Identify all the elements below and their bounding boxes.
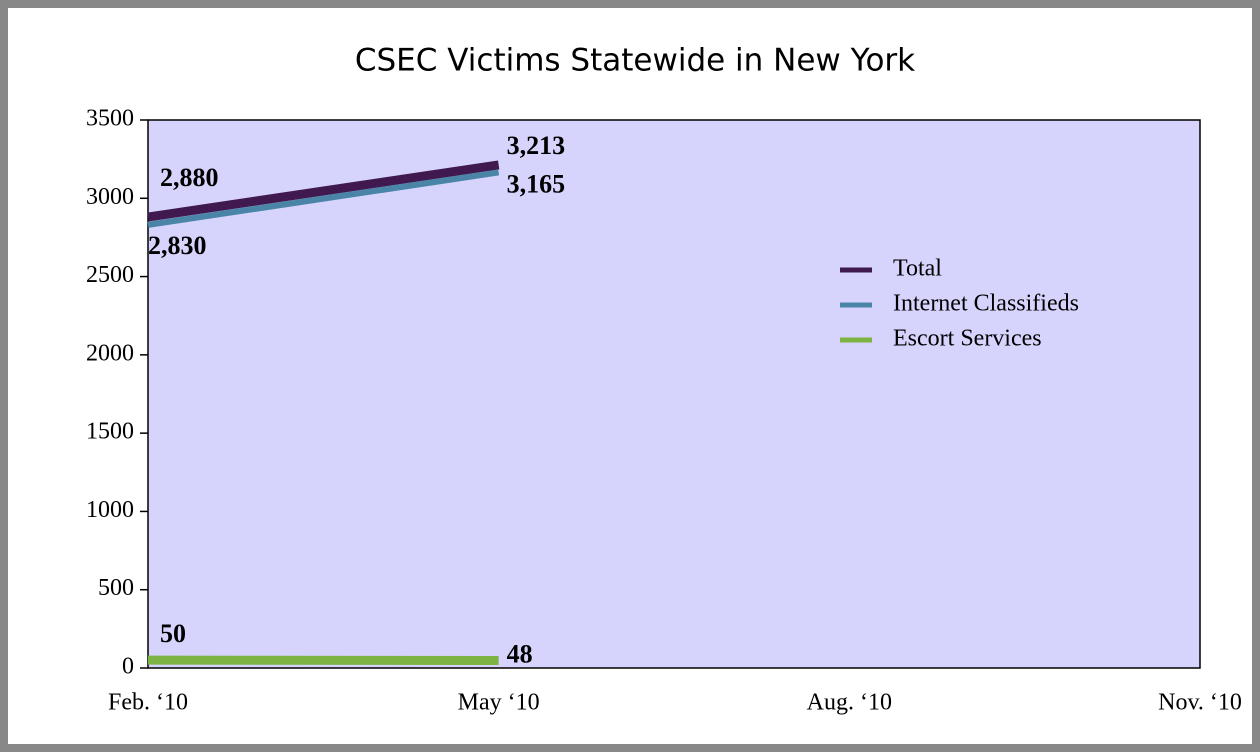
y-tick-label: 500 — [98, 575, 134, 601]
legend-label: Escort Services — [893, 326, 1042, 352]
series-line — [147, 160, 500, 222]
data-label: 3,165 — [507, 169, 565, 198]
y-tick-label: 3000 — [86, 184, 134, 210]
data-label: 48 — [507, 639, 533, 668]
legend-label: Total — [893, 256, 942, 282]
x-tick-label: May ‘10 — [458, 690, 540, 716]
data-label: 2,880 — [160, 163, 219, 192]
x-tick-label: Nov. ‘10 — [1158, 690, 1242, 716]
data-label: 3,213 — [507, 131, 565, 160]
series-line — [147, 169, 500, 228]
data-label: 50 — [160, 619, 186, 648]
y-tick-label: 2000 — [86, 340, 134, 366]
x-tick-label: Aug. ‘10 — [807, 690, 892, 716]
y-tick-label: 1500 — [86, 419, 134, 445]
y-tick-label: 0 — [122, 654, 134, 680]
legend-label: Internet Classifieds — [893, 291, 1079, 317]
y-tick-label: 1000 — [86, 497, 134, 523]
y-tick-label: 2500 — [86, 262, 134, 288]
data-label: 2,830 — [148, 231, 207, 260]
chart-title: CSEC Victims Statewide in New York — [355, 43, 915, 79]
plot-area — [147, 119, 1201, 669]
y-tick-label: 3500 — [86, 106, 134, 132]
x-tick-label: Feb. ‘10 — [108, 690, 188, 716]
